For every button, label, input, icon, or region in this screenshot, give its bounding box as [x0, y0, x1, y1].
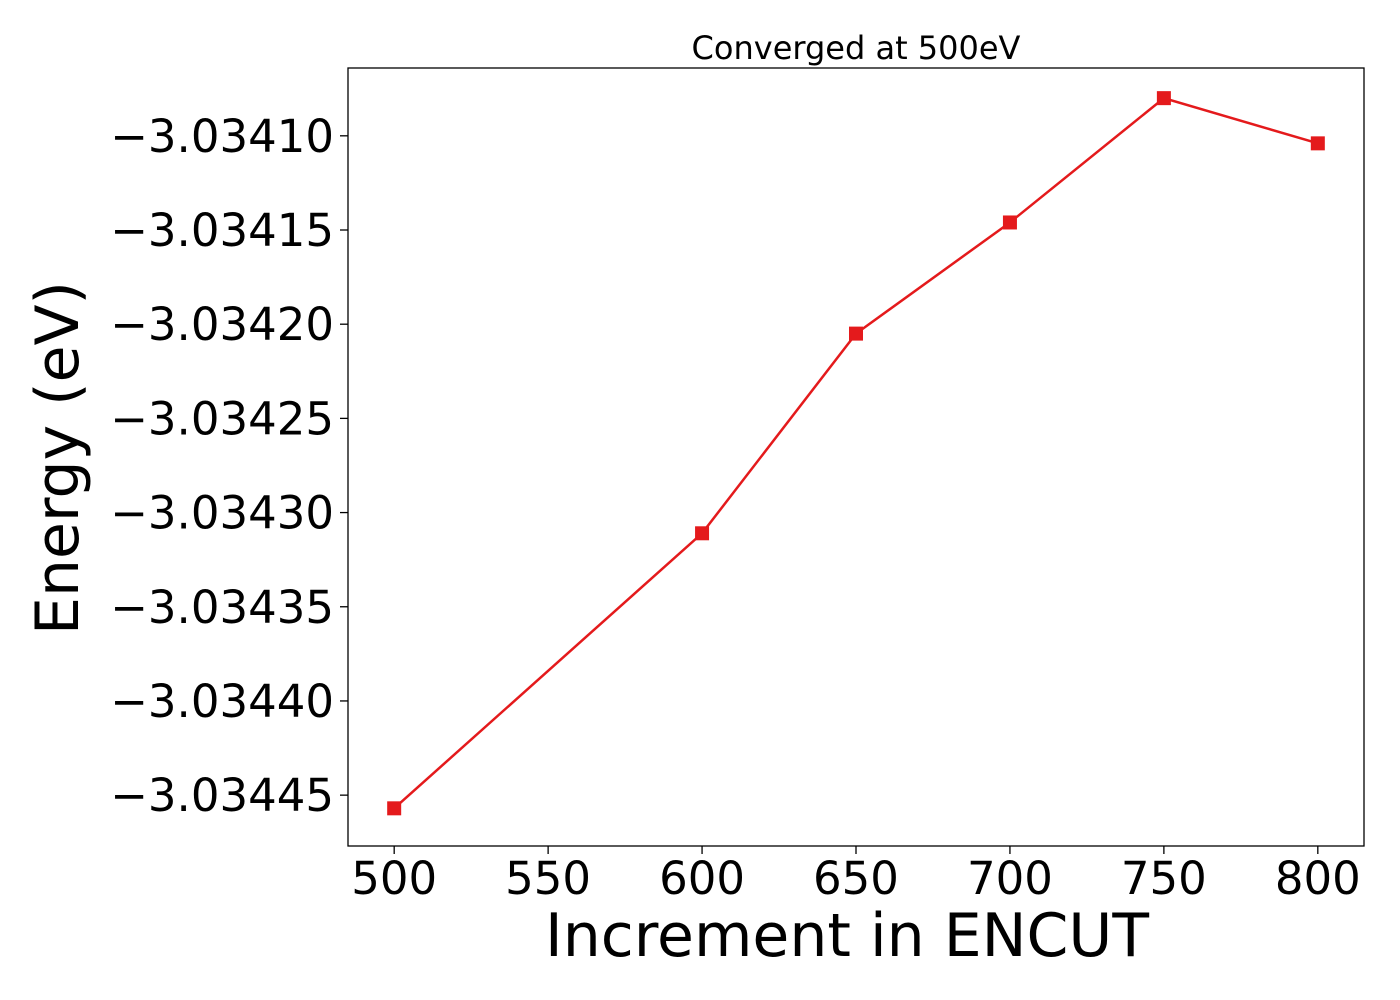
y-tick-label: −3.03430	[110, 487, 334, 540]
x-tick-label: 800	[1275, 852, 1361, 905]
y-tick-label: −3.03410	[110, 110, 334, 163]
data-point	[1156, 91, 1171, 106]
series-line	[393, 96, 1319, 810]
y-tick-label: −3.03415	[110, 204, 334, 257]
chart-title: Converged at 500eV	[692, 29, 1021, 67]
y-tick-label: −3.03425	[110, 392, 334, 445]
x-tick-label: 500	[351, 852, 437, 905]
data-point	[849, 326, 863, 341]
x-tick-label: 550	[505, 852, 591, 905]
y-tick-label: −3.03445	[110, 769, 334, 822]
x-tick-label: 600	[659, 852, 745, 905]
y-tick-label: −3.03440	[110, 675, 334, 728]
x-tick-label: 650	[813, 852, 899, 905]
y-tick-label: −3.03420	[110, 298, 334, 351]
y-tick-label: −3.03435	[110, 581, 334, 634]
plot-frame	[347, 67, 1365, 847]
x-tick-label: 750	[1121, 852, 1207, 905]
x-axis-label: Increment in ENCUT	[545, 901, 1149, 971]
y-axis-label: Energy (eV)	[23, 281, 93, 635]
series-markers	[387, 91, 1325, 816]
x-axis: 500 550 600 650 700 750 800	[351, 846, 1361, 905]
y-axis: −3.03445 −3.03440 −3.03435 −3.03430 −3.03425…	[110, 110, 348, 822]
data-point	[695, 526, 710, 541]
x-tick-label: 700	[967, 852, 1053, 905]
data-point	[387, 801, 402, 816]
data-point	[1310, 136, 1325, 151]
data-point	[1002, 215, 1017, 230]
